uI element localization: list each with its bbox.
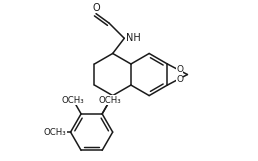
Text: NH: NH <box>126 33 141 43</box>
Text: OCH₃: OCH₃ <box>43 128 66 137</box>
Text: OCH₃: OCH₃ <box>62 96 85 105</box>
Text: OCH₃: OCH₃ <box>99 96 122 105</box>
Text: O: O <box>176 65 183 74</box>
Text: O: O <box>92 3 100 13</box>
Text: O: O <box>176 75 183 84</box>
